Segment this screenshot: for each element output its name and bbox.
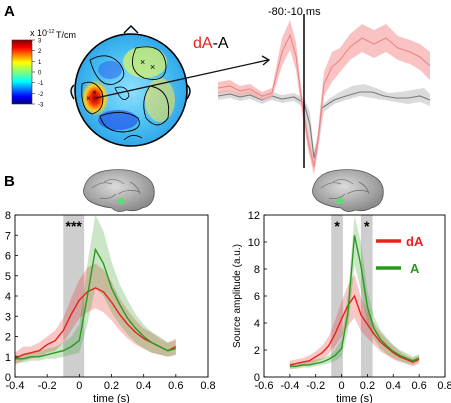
x-tick-label: 0.8	[437, 380, 451, 392]
x-tick-label: 0	[76, 380, 82, 392]
y-tick-label: 4	[5, 291, 11, 303]
series-line-a	[15, 247, 176, 360]
y-tick-label: 8	[254, 264, 260, 276]
y-tick-label: 3	[5, 311, 11, 323]
sensor-waveform	[217, 14, 431, 175]
colorbar-tick-label: -3	[38, 103, 44, 109]
x-tick-label: 0.4	[136, 380, 151, 392]
colorbar-tick-label: 2	[38, 49, 42, 55]
panel-b-letter: B	[4, 173, 15, 190]
x-tick-label: -0.4	[6, 380, 25, 392]
y-tick-label: 10	[248, 237, 260, 249]
brain-icon	[83, 169, 155, 212]
y-tick-label: 1	[5, 352, 11, 364]
x-tick-label: -0.2	[38, 380, 57, 392]
sensor-marker: ×	[140, 57, 145, 67]
y-tick-label: 7	[5, 230, 11, 242]
chart-right: * * -0.6 -0.4 -0.2 0 0.2 0.4 0.6 0.8 0 2 4 6 8 10 12 time…	[232, 210, 451, 403]
y-tick-label: 12	[248, 210, 260, 222]
legend-label-a: A	[410, 261, 420, 276]
x-tick-label: 0.2	[360, 380, 375, 392]
brain-icon	[312, 169, 384, 212]
pointer-arrow	[95, 59, 269, 99]
x-tick-label: 0.2	[104, 380, 119, 392]
confidence-band-a	[15, 215, 176, 363]
significance-stars: ***	[66, 218, 83, 234]
series-line-a	[289, 235, 420, 367]
y-tick-label: 0	[5, 372, 11, 384]
y-tick-label: 6	[5, 251, 11, 263]
y-tick-label: 5	[5, 271, 11, 283]
significance-window	[360, 215, 373, 377]
x-axis-label: time (s)	[93, 393, 130, 403]
significance-window	[63, 215, 85, 377]
x-axis-label: time (s)	[336, 393, 373, 403]
y-tick-label: 4	[254, 318, 260, 330]
panel-a-letter: A	[4, 3, 15, 20]
series-line-da	[289, 294, 420, 366]
x-tick-label: -0.6	[255, 380, 274, 392]
y-tick-label: 2	[5, 332, 11, 344]
confidence-band-a	[289, 216, 420, 369]
significance-stars: *	[334, 218, 340, 234]
legend: dA A	[376, 234, 424, 276]
sensor-marker: ×	[92, 88, 97, 97]
colorbar-tick-label: 1	[38, 60, 42, 66]
x-tick-label: 0.4	[386, 380, 401, 392]
colorbar-ticks: 3 2 1 0 -1 -2 -3	[32, 39, 44, 109]
colorbar-exponent: x 10-12	[30, 28, 54, 38]
condition-label: dA-A	[193, 35, 229, 52]
chart-left: *** -0.4 -0.2 0 0.2 0.4 0.6 0.8 0 1 2 3 4 5 6 7 8 time (s…	[5, 210, 216, 403]
y-axis-label: Source amplitude (a.u.)	[232, 244, 243, 348]
significance-stars: *	[364, 218, 370, 234]
colorbar-tick-label: 3	[38, 39, 42, 45]
y-tick-label: 6	[254, 291, 260, 303]
significance-window	[331, 215, 343, 377]
y-tick-label: 0	[254, 372, 260, 384]
colorbar-tick-label: -1	[38, 81, 44, 87]
time-window-label: -80:-10 ms	[268, 6, 321, 18]
x-tick-label: 0.8	[200, 380, 215, 392]
colorbar: x 10-12 T/cm 3 2 1 0 -1 -2 -3	[11, 28, 76, 109]
legend-label-da: dA	[406, 234, 424, 249]
x-tick-label: -0.2	[306, 380, 325, 392]
colorbar-unit: T/cm	[56, 30, 76, 40]
x-tick-label: 0.6	[411, 380, 426, 392]
sensor-marker: ×	[150, 62, 155, 72]
sensor-marker: ×	[86, 94, 91, 103]
x-tick-label: 0	[339, 380, 345, 392]
y-tick-label: 8	[5, 210, 11, 222]
x-tick-label: 0.6	[168, 380, 183, 392]
colorbar-tick-label: -2	[38, 92, 44, 98]
colorbar-tick-label: 0	[38, 71, 42, 77]
topography-head: × × × ×	[70, 25, 271, 147]
y-tick-label: 2	[254, 345, 260, 357]
x-tick-label: -0.4	[280, 380, 299, 392]
